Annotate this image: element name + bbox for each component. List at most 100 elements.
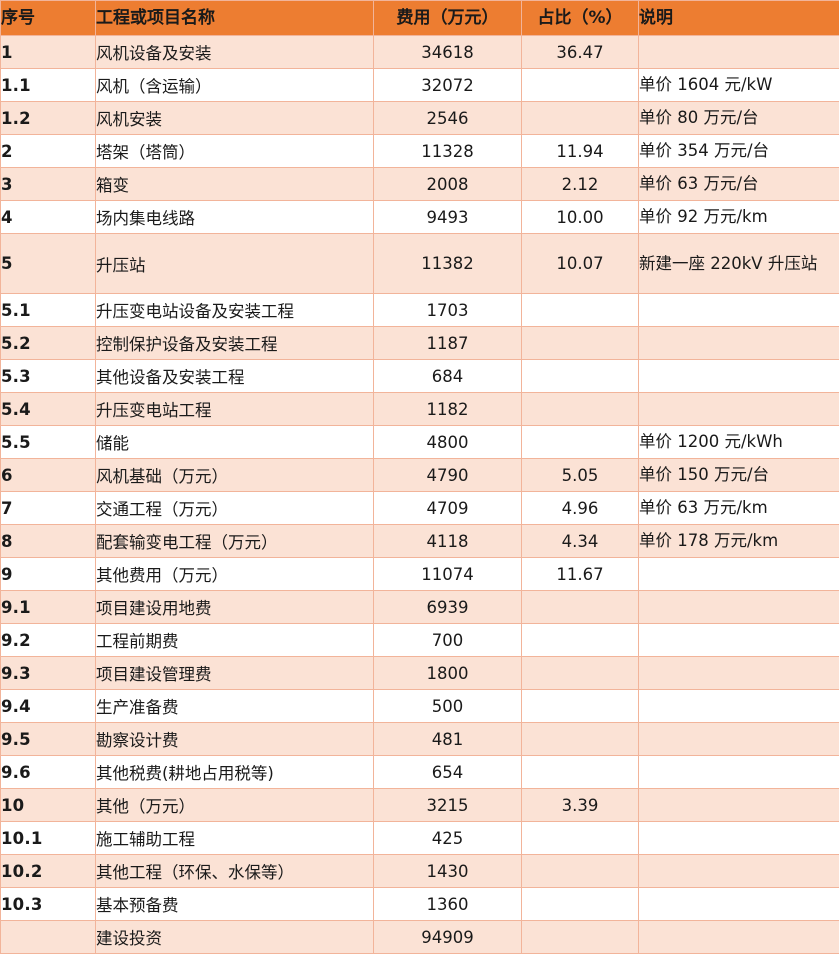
cell-share: 4.34 <box>522 525 639 558</box>
cell-name: 配套输变电工程（万元） <box>96 525 374 558</box>
cell-seq: 9.2 <box>1 624 96 657</box>
cell-note <box>639 591 839 624</box>
cell-cost: 4790 <box>374 459 522 492</box>
cell-cost: 34618 <box>374 36 522 69</box>
cell-cost: 1187 <box>374 327 522 360</box>
cell-note <box>639 36 839 69</box>
cell-note: 单价 150 万元/台 <box>639 459 839 492</box>
cell-cost: 94909 <box>374 921 522 954</box>
cell-name: 其他设备及安装工程 <box>96 360 374 393</box>
cell-note <box>639 393 839 426</box>
cell-name: 风机设备及安装 <box>96 36 374 69</box>
cell-note: 单价 80 万元/台 <box>639 102 839 135</box>
cell-name: 基本预备费 <box>96 888 374 921</box>
cell-share <box>522 360 639 393</box>
cell-seq: 6 <box>1 459 96 492</box>
cell-note <box>639 855 839 888</box>
cell-seq: 9 <box>1 558 96 591</box>
cell-seq: 8 <box>1 525 96 558</box>
cell-share <box>522 822 639 855</box>
cell-name: 工程前期费 <box>96 624 374 657</box>
cell-name: 风机（含运输） <box>96 69 374 102</box>
cell-share: 11.67 <box>522 558 639 591</box>
cell-share: 36.47 <box>522 36 639 69</box>
cell-name: 其他工程（环保、水保等） <box>96 855 374 888</box>
cell-name: 生产准备费 <box>96 690 374 723</box>
cell-cost: 654 <box>374 756 522 789</box>
cell-cost: 4709 <box>374 492 522 525</box>
cell-seq: 5.1 <box>1 294 96 327</box>
cell-cost: 6939 <box>374 591 522 624</box>
cell-seq: 2 <box>1 135 96 168</box>
cell-name: 交通工程（万元） <box>96 492 374 525</box>
cell-cost: 4118 <box>374 525 522 558</box>
cell-share <box>522 393 639 426</box>
cell-share <box>522 888 639 921</box>
cell-seq: 10 <box>1 789 96 822</box>
cell-name: 储能 <box>96 426 374 459</box>
cell-cost: 11328 <box>374 135 522 168</box>
cell-note <box>639 360 839 393</box>
cell-seq <box>1 921 96 954</box>
cell-share <box>522 102 639 135</box>
cell-name: 其他（万元） <box>96 789 374 822</box>
cell-cost: 3215 <box>374 789 522 822</box>
cell-name: 塔架（塔筒） <box>96 135 374 168</box>
cell-name: 建设投资 <box>96 921 374 954</box>
cell-seq: 4 <box>1 201 96 234</box>
cell-name: 风机基础（万元） <box>96 459 374 492</box>
cell-note <box>639 921 839 954</box>
cell-note <box>639 822 839 855</box>
cell-seq: 1.1 <box>1 69 96 102</box>
cell-cost: 2546 <box>374 102 522 135</box>
cell-name: 其他税费(耕地占用税等) <box>96 756 374 789</box>
cell-share <box>522 690 639 723</box>
cell-cost: 4800 <box>374 426 522 459</box>
cell-share <box>522 657 639 690</box>
column-header-note: 说明 <box>639 1 839 36</box>
cell-cost: 2008 <box>374 168 522 201</box>
cell-cost: 500 <box>374 690 522 723</box>
cell-share: 2.12 <box>522 168 639 201</box>
cell-share: 4.96 <box>522 492 639 525</box>
cell-share <box>522 855 639 888</box>
cell-note <box>639 756 839 789</box>
cell-seq: 9.1 <box>1 591 96 624</box>
cell-cost: 700 <box>374 624 522 657</box>
cell-name: 升压站 <box>96 234 374 294</box>
cell-name: 控制保护设备及安装工程 <box>96 327 374 360</box>
cell-name: 勘察设计费 <box>96 723 374 756</box>
cell-seq: 5.2 <box>1 327 96 360</box>
cell-seq: 1 <box>1 36 96 69</box>
cell-note <box>639 558 839 591</box>
cell-seq: 5.3 <box>1 360 96 393</box>
cell-share <box>522 756 639 789</box>
cell-note: 单价 178 万元/km <box>639 525 839 558</box>
cell-share: 5.05 <box>522 459 639 492</box>
cell-cost: 9493 <box>374 201 522 234</box>
cell-seq: 7 <box>1 492 96 525</box>
table-header: 序号 工程或项目名称 费用（万元） 占比（%） 说明 <box>1 1 839 36</box>
cell-cost: 1703 <box>374 294 522 327</box>
cell-cost: 11074 <box>374 558 522 591</box>
cell-seq: 9.3 <box>1 657 96 690</box>
cell-cost: 684 <box>374 360 522 393</box>
cell-share <box>522 921 639 954</box>
cell-share <box>522 624 639 657</box>
